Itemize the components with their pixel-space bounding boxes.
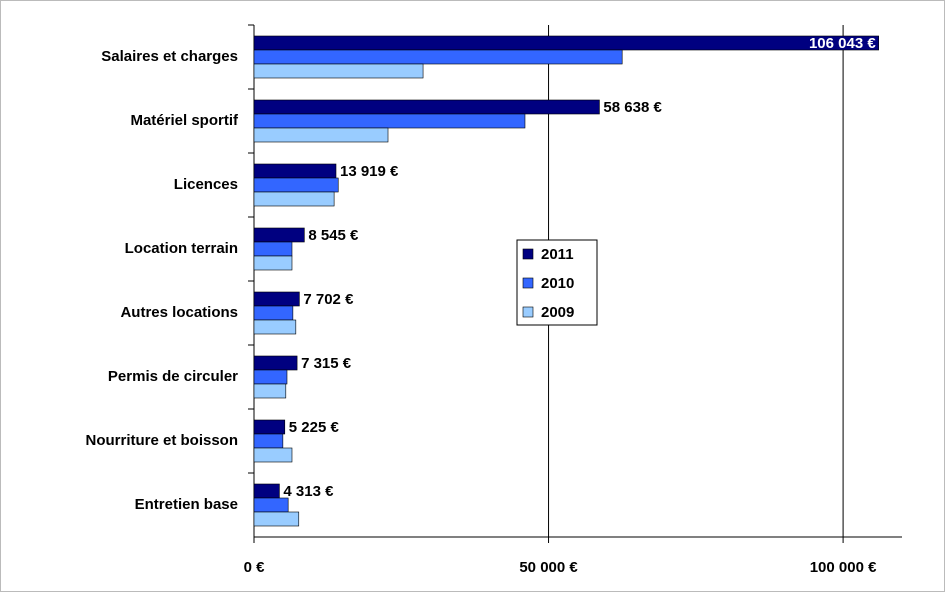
- data-label: 4 313 €: [283, 483, 334, 500]
- bar: [253, 319, 297, 335]
- bar: [253, 447, 293, 463]
- bar: [253, 99, 600, 115]
- x-tick-label: 50 000 €: [519, 559, 578, 576]
- y-tick-label: Matériel sportif: [130, 112, 239, 129]
- x-tick-label: 0 €: [244, 559, 266, 576]
- bar: [253, 255, 293, 271]
- bar: [253, 63, 424, 79]
- bar: [253, 383, 287, 399]
- bar: [253, 369, 288, 385]
- bar: [253, 49, 623, 65]
- bar: [253, 191, 335, 207]
- data-label: 106 043 €: [809, 35, 876, 52]
- bar: [253, 291, 300, 307]
- legend-label: 2009: [541, 304, 574, 321]
- bar: [253, 241, 293, 257]
- bar: [253, 433, 284, 449]
- data-label: 58 638 €: [603, 99, 662, 116]
- bar: [253, 511, 300, 527]
- y-tick-label: Entretien base: [135, 496, 238, 513]
- y-tick-label: Location terrain: [125, 240, 238, 257]
- bar: [253, 163, 337, 179]
- bar: [253, 497, 289, 513]
- x-tick-label: 100 000 €: [810, 559, 877, 576]
- legend-label: 2010: [541, 275, 574, 292]
- bar: [253, 177, 339, 193]
- data-label: 5 225 €: [289, 419, 340, 436]
- y-tick-label: Salaires et charges: [101, 48, 238, 65]
- y-tick-label: Permis de circuler: [108, 368, 238, 385]
- data-label: 8 545 €: [308, 227, 359, 244]
- legend-swatch: [522, 248, 534, 260]
- data-label: 7 315 €: [301, 355, 352, 372]
- bar: [253, 419, 286, 435]
- data-label: 7 702 €: [303, 291, 354, 308]
- bar: [253, 483, 280, 499]
- bar: [253, 113, 526, 129]
- bar: [253, 305, 294, 321]
- legend-swatch: [522, 306, 534, 318]
- y-tick-label: Autres locations: [120, 304, 238, 321]
- legend-label: 2011: [541, 246, 574, 263]
- bar: [253, 35, 879, 51]
- y-tick-label: Licences: [174, 176, 238, 193]
- bar: [253, 227, 305, 243]
- data-label: 13 919 €: [340, 163, 399, 180]
- y-tick-label: Nourriture et boisson: [85, 432, 238, 449]
- bar: [253, 355, 298, 371]
- legend-swatch: [522, 277, 534, 289]
- bar: [253, 127, 389, 143]
